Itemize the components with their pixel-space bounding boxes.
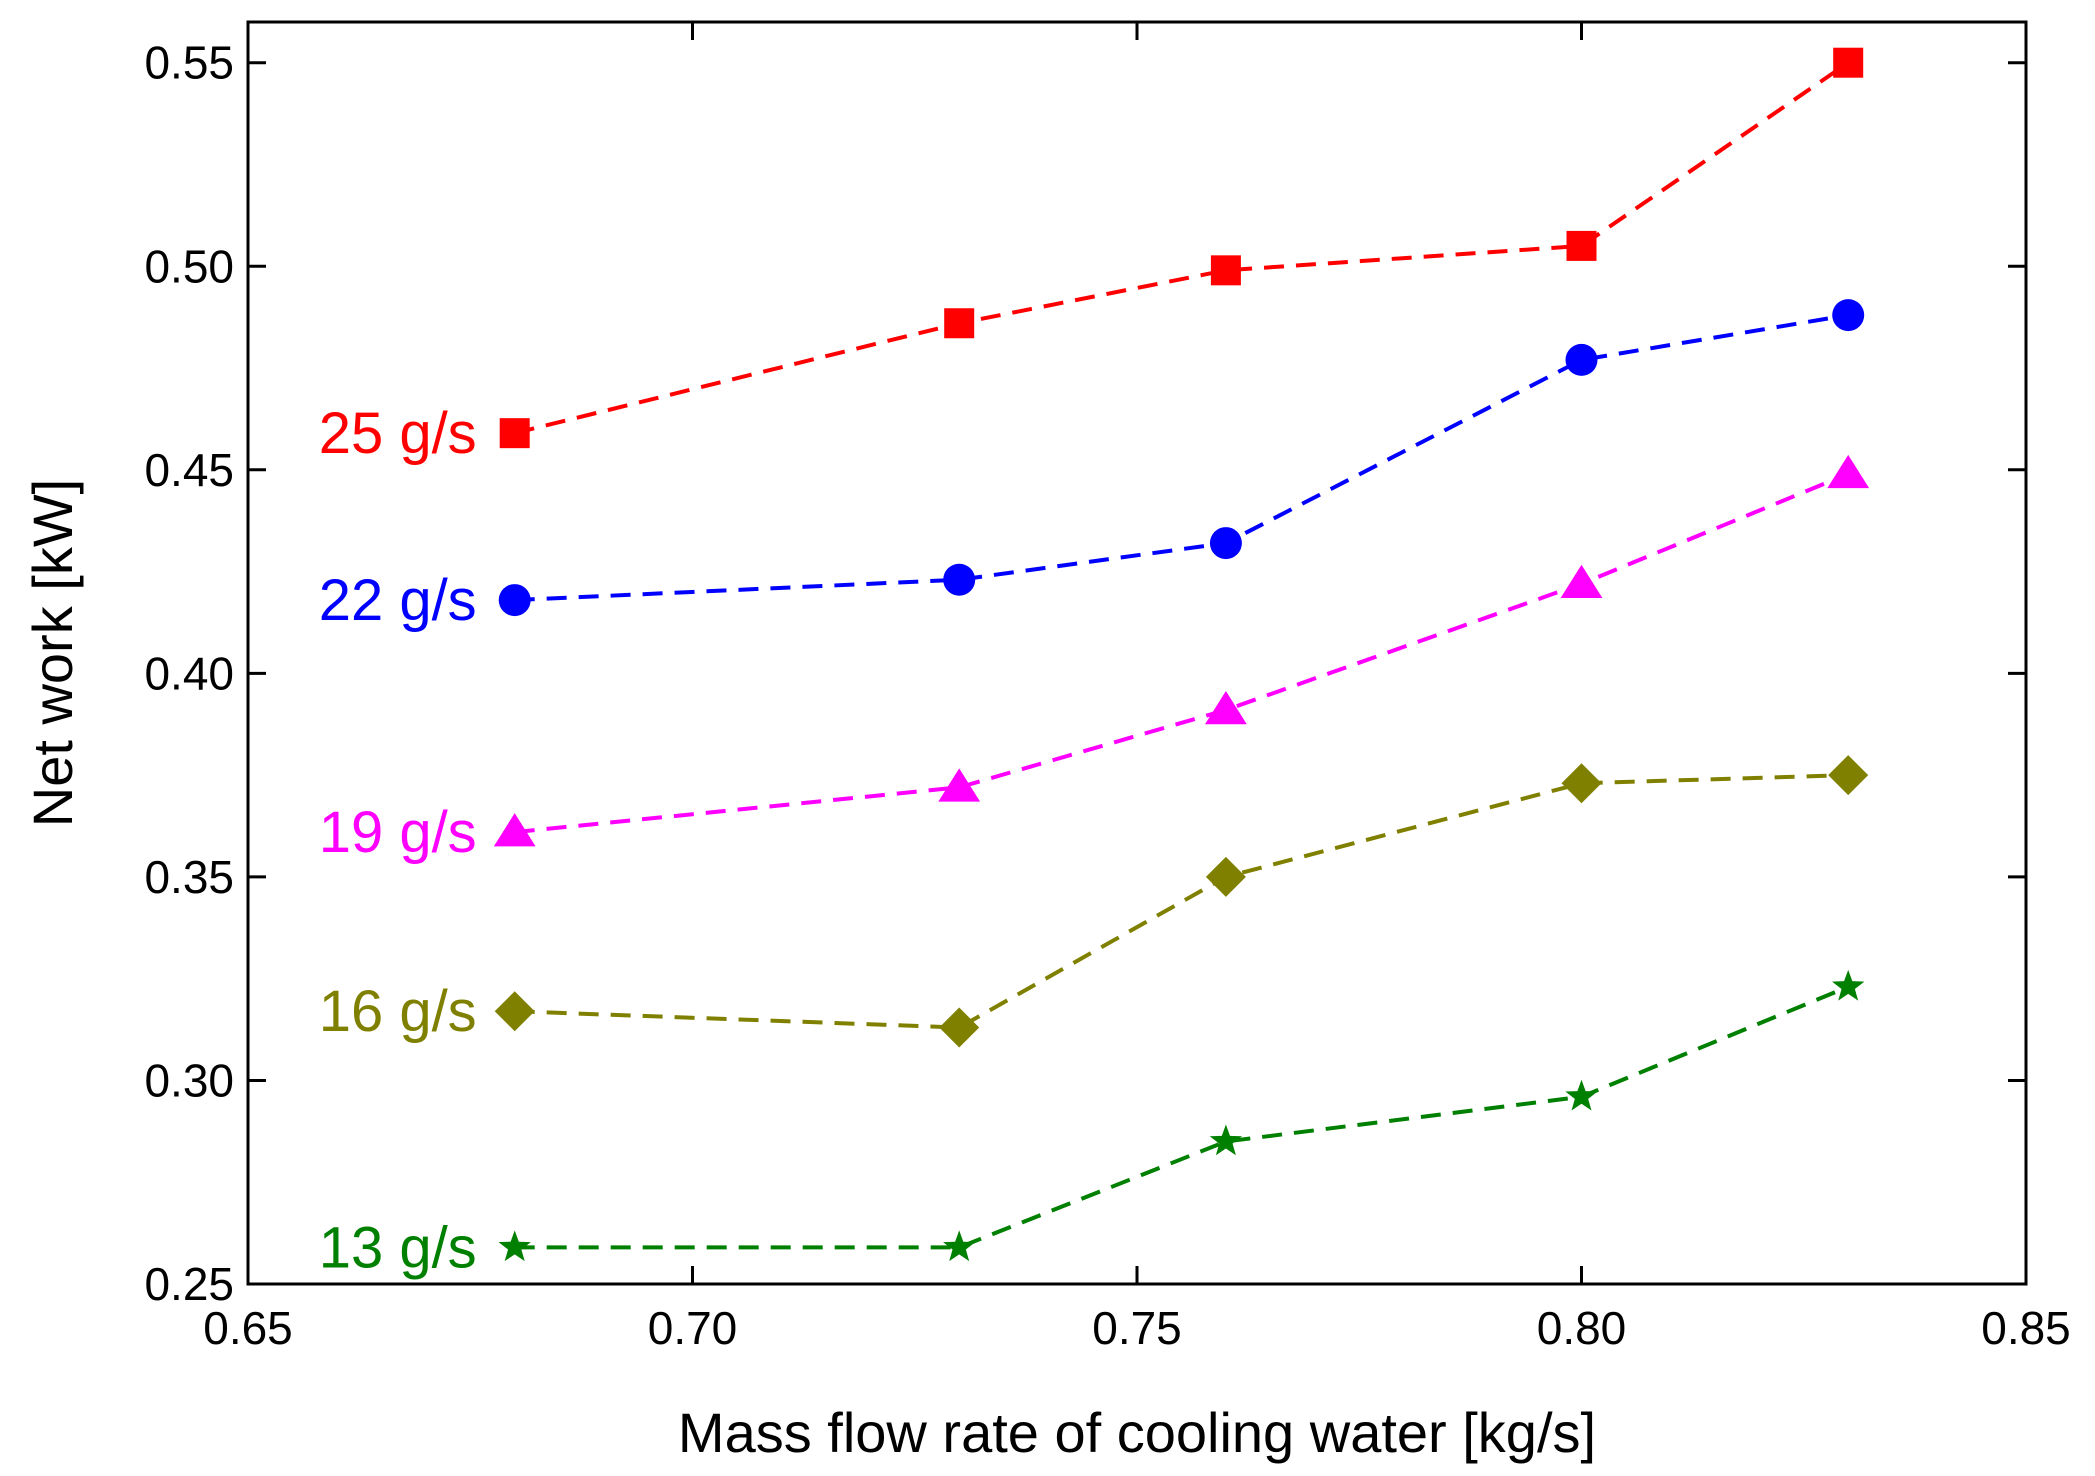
x-axis: 0.65 0.70 0.75 0.80 0.85 <box>203 22 2071 1354</box>
series-label: 13 g/s <box>319 1215 477 1280</box>
x-tick-label: 0.80 <box>1537 1302 1627 1354</box>
data-point-star <box>1565 1079 1598 1111</box>
data-point-circle <box>498 584 531 617</box>
data-point-triangle <box>1205 690 1247 725</box>
data-point-circle <box>1832 299 1865 332</box>
series-label: 19 g/s <box>319 800 477 865</box>
y-tick-label: 0.35 <box>144 851 234 903</box>
data-point-star <box>498 1230 531 1262</box>
data-point-diamond <box>1205 856 1246 897</box>
series-16-g-s <box>494 755 1869 1048</box>
data-point-triangle <box>938 768 981 802</box>
series-line <box>514 984 1849 1250</box>
series-13-g-s <box>498 969 1865 1262</box>
x-tick-label: 0.65 <box>203 1302 293 1354</box>
series-line <box>514 61 1850 436</box>
series-layer <box>493 47 1870 1262</box>
series-25-g-s <box>499 47 1864 449</box>
data-point-square <box>1833 47 1864 78</box>
data-point-triangle <box>1827 454 1870 489</box>
x-tick-label: 0.75 <box>1092 1302 1182 1354</box>
series-label: 25 g/s <box>319 401 477 466</box>
data-point-square <box>944 308 975 339</box>
x-axis-title: Mass flow rate of cooling water [kg/s] <box>678 1401 1596 1464</box>
y-tick-label: 0.50 <box>144 240 234 292</box>
data-point-circle <box>1565 343 1598 376</box>
data-point-diamond <box>1561 763 1602 804</box>
series-label: 16 g/s <box>319 979 477 1044</box>
data-point-diamond <box>494 991 535 1032</box>
y-axis-title: Net work [kW] <box>21 479 84 827</box>
data-point-circle <box>1209 527 1242 560</box>
y-tick-label: 0.55 <box>144 37 234 89</box>
y-tick-label: 0.25 <box>144 1258 234 1310</box>
data-point-diamond <box>939 1007 980 1048</box>
data-point-triangle <box>493 813 536 847</box>
data-point-circle <box>943 563 976 596</box>
y-tick-label: 0.40 <box>144 647 234 699</box>
data-point-star <box>943 1230 976 1262</box>
y-tick-label: 0.30 <box>144 1054 234 1106</box>
series-label: 22 g/s <box>319 568 477 633</box>
series-labels: 25 g/s 22 g/s 19 g/s 16 g/s 13 g/s <box>319 401 477 1280</box>
data-point-square <box>1566 230 1597 261</box>
series-22-g-s <box>498 299 1865 617</box>
x-tick-label: 0.70 <box>648 1302 738 1354</box>
data-point-triangle <box>1560 564 1603 599</box>
x-tick-label: 0.85 <box>1981 1302 2071 1354</box>
plot-frame <box>246 20 2028 1286</box>
data-point-square <box>1210 255 1241 286</box>
series-19-g-s <box>493 454 1870 847</box>
data-point-star <box>1209 1124 1243 1156</box>
data-point-star <box>1832 969 1865 1001</box>
y-axis: 0.25 0.30 0.35 0.40 0.45 0.50 0.55 <box>144 37 2026 1310</box>
series-line <box>514 472 1849 835</box>
y-tick-label: 0.45 <box>144 444 234 496</box>
data-point-square <box>499 418 530 449</box>
data-point-diamond <box>1828 755 1869 796</box>
